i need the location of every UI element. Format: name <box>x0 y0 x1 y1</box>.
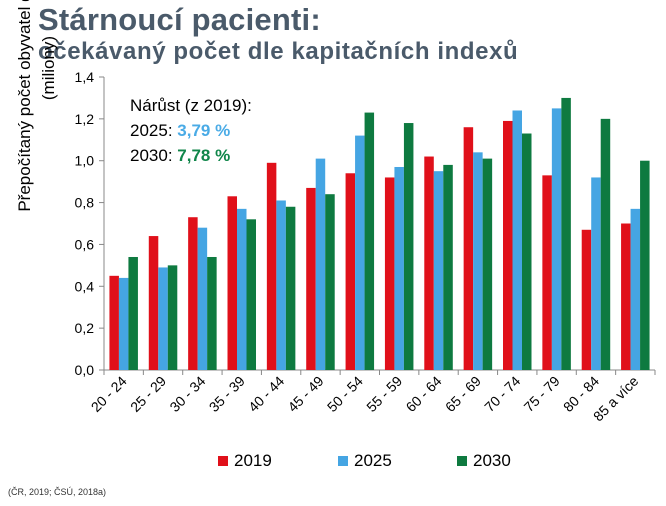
bar-2019-3 <box>227 196 237 370</box>
x-tick-label: 40 - 44 <box>245 373 287 415</box>
x-tick-label: 70 - 74 <box>481 373 523 415</box>
x-tick-label: 35 - 39 <box>206 373 248 415</box>
bar-2025-12 <box>591 177 601 370</box>
y-tick-label: 1,4 <box>75 69 95 85</box>
bar-2019-6 <box>345 173 356 370</box>
bar-2025-10 <box>512 110 522 371</box>
growth-year-2025: 2025: <box>130 121 173 140</box>
bar-2025-11 <box>551 108 562 370</box>
bar-2019-11 <box>542 175 552 370</box>
bar-2019-4 <box>266 162 277 370</box>
legend-item-2025: 2025 <box>338 450 392 472</box>
bar-2030-0 <box>128 256 138 370</box>
bar-2025-6 <box>355 135 365 370</box>
bar-2025-8 <box>433 171 444 370</box>
growth-year-2030: 2030: <box>130 146 173 165</box>
x-tick-label: 25 - 29 <box>127 373 169 415</box>
growth-heading: Nárůst (z 2019): <box>130 96 252 115</box>
bar-2019-12 <box>581 229 592 370</box>
legend-label-2025: 2025 <box>354 451 392 470</box>
x-tick-label: 50 - 54 <box>324 373 366 415</box>
bar-2019-9 <box>463 127 474 370</box>
bar-2025-0 <box>118 277 129 370</box>
bar-2030-13 <box>640 160 650 370</box>
bar-2019-1 <box>148 236 159 370</box>
legend-item-2019: 2019 <box>218 450 272 472</box>
bar-2019-8 <box>424 156 434 370</box>
x-tick-label: 75 - 79 <box>521 373 563 415</box>
growth-row-2030: 2030: 7,78 % <box>130 143 252 168</box>
legend-swatch-2025 <box>338 456 348 466</box>
bar-2030-5 <box>325 194 335 370</box>
y-tick-label: 1,0 <box>75 153 95 169</box>
bar-2019-2 <box>188 217 198 370</box>
bar-2025-9 <box>473 152 483 370</box>
growth-value-2025: 3,79 % <box>177 121 231 140</box>
bar-2025-1 <box>158 267 168 370</box>
legend-label-2030: 2030 <box>473 451 511 470</box>
bar-2030-12 <box>600 118 611 370</box>
y-tick-label: 0,8 <box>75 195 95 211</box>
y-tick-label: 0,6 <box>75 236 95 252</box>
bar-2030-1 <box>167 265 178 370</box>
y-tick-label: 0,2 <box>75 320 95 336</box>
y-tick-label: 0,0 <box>75 362 95 378</box>
bar-2025-2 <box>197 227 208 370</box>
bar-2030-2 <box>207 256 217 370</box>
legend: 2019 2025 2030 <box>0 450 666 472</box>
source-note: (ČR, 2019; ČSÚ, 2018a) <box>8 487 107 497</box>
chart-subtitle: očekávaný počet dle kapitačních indexů <box>38 38 519 65</box>
bar-2025-3 <box>237 208 247 370</box>
bar-2019-7 <box>384 177 395 370</box>
y-tick-label: 1,2 <box>75 111 95 127</box>
bar-2019-10 <box>503 120 513 370</box>
bar-2030-9 <box>482 158 493 370</box>
bar-2030-8 <box>443 164 453 370</box>
chart-title: Stárnoucí pacienti: <box>38 2 321 37</box>
bar-2030-4 <box>285 206 296 370</box>
bar-2030-7 <box>403 123 414 370</box>
bar-2030-10 <box>522 133 532 370</box>
bar-2030-3 <box>246 219 256 370</box>
bar-2019-13 <box>621 223 631 370</box>
bar-2019-5 <box>306 187 316 370</box>
growth-annotation: Nárůst (z 2019): 2025: 3,79 % 2030: 7,78… <box>130 93 252 168</box>
x-tick-label: 60 - 64 <box>403 373 445 415</box>
bar-2025-4 <box>276 200 286 370</box>
legend-item-2030: 2030 <box>457 450 511 472</box>
bar-2025-13 <box>630 208 641 370</box>
bar-2025-7 <box>394 166 404 370</box>
bar-2030-6 <box>364 112 375 370</box>
x-tick-label: 20 - 24 <box>88 373 130 415</box>
bar-2025-5 <box>315 158 326 370</box>
legend-label-2019: 2019 <box>234 451 272 470</box>
growth-value-2030: 7,78 % <box>177 146 231 165</box>
bar-2019-0 <box>109 275 119 370</box>
growth-row-2025: 2025: 3,79 % <box>130 118 252 143</box>
x-tick-label: 45 - 49 <box>284 373 326 415</box>
bar-2030-11 <box>561 97 571 371</box>
legend-swatch-2030 <box>457 456 467 466</box>
x-tick-label: 55 - 59 <box>363 373 405 415</box>
legend-swatch-2019 <box>218 456 228 466</box>
y-tick-label: 0,4 <box>75 278 95 294</box>
x-tick-label: 65 - 69 <box>442 373 484 415</box>
x-tick-label: 30 - 34 <box>166 373 208 415</box>
